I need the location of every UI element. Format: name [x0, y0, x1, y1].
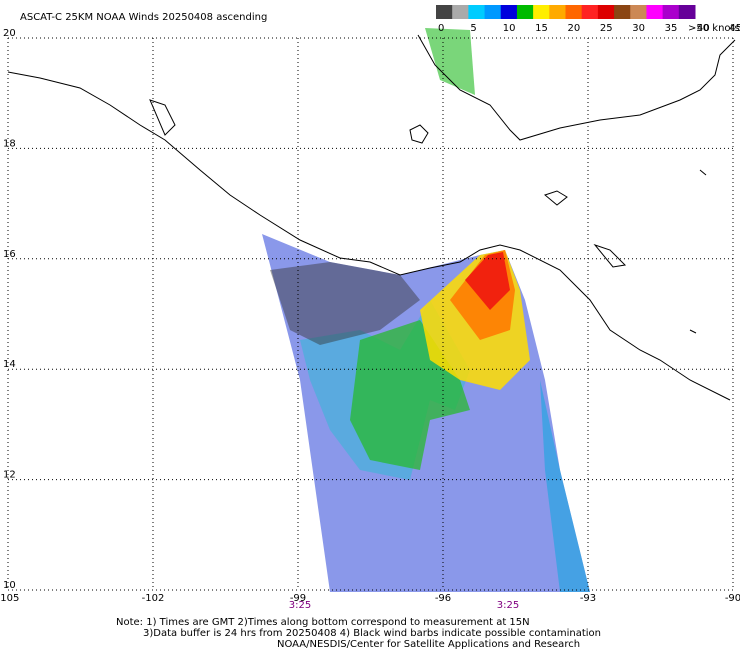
color-swatch	[565, 5, 583, 19]
color-swatch	[662, 5, 680, 19]
color-swatch	[646, 5, 664, 19]
note-line: 3)Data buffer is 24 hrs from 20250408 4)…	[143, 628, 601, 639]
color-swatch	[614, 5, 631, 19]
time-label: 3:25	[289, 600, 311, 611]
color-swatch	[484, 5, 502, 19]
legend-label: 20	[568, 23, 581, 34]
color-swatch	[533, 5, 550, 19]
time-label: 3:25	[497, 600, 519, 611]
legend-label: 45	[729, 23, 740, 34]
color-swatch	[678, 5, 696, 19]
color-swatch	[500, 5, 518, 19]
note-line: Note: 1) Times are GMT 2)Times along bot…	[116, 617, 530, 628]
legend-label: >50 knots	[688, 23, 740, 34]
coastline	[7, 34, 736, 401]
color-swatch	[436, 5, 453, 19]
x-tick-label: -93	[580, 593, 596, 604]
legend-label: 0	[438, 23, 444, 34]
map-title: ASCAT-C 25KM NOAA Winds 20250408 ascendi…	[20, 12, 267, 23]
legend-label: 10	[503, 23, 516, 34]
legend-label: 15	[535, 23, 548, 34]
legend-label: 30	[632, 23, 645, 34]
color-swatch	[452, 5, 469, 19]
x-tick-label: -96	[435, 593, 451, 604]
x-tick-label: -102	[142, 593, 165, 604]
note-line: NOAA/NESDIS/Center for Satellite Applica…	[277, 639, 580, 650]
legend-label: 35	[665, 23, 678, 34]
x-tick-label: -105	[0, 593, 19, 604]
x-tick-label: -99	[290, 593, 306, 604]
y-tick-label: 10	[3, 580, 16, 591]
color-swatch	[597, 5, 615, 19]
y-tick-label: 14	[3, 359, 16, 370]
color-swatch	[516, 5, 534, 19]
legend-label: 25	[600, 23, 613, 34]
wind-swath	[262, 28, 590, 592]
x-tick-label: -90	[725, 593, 740, 604]
y-tick-label: 18	[3, 138, 16, 149]
legend-label: 40	[697, 23, 710, 34]
y-tick-label: 16	[3, 249, 16, 260]
y-tick-label: 12	[3, 470, 16, 481]
y-tick-label: 20	[3, 28, 16, 39]
graticule: -105 -102 -99 -96 -93 -90 20 18 16 14 12 10	[0, 28, 740, 604]
legend: 0 5 10 15 20 25 30 35 40 45>50 knots	[436, 5, 740, 34]
color-swatch	[468, 5, 486, 19]
color-swatch	[630, 5, 647, 19]
color-swatch	[581, 5, 599, 19]
color-swatch	[549, 5, 566, 19]
legend-label: 5	[470, 23, 476, 34]
